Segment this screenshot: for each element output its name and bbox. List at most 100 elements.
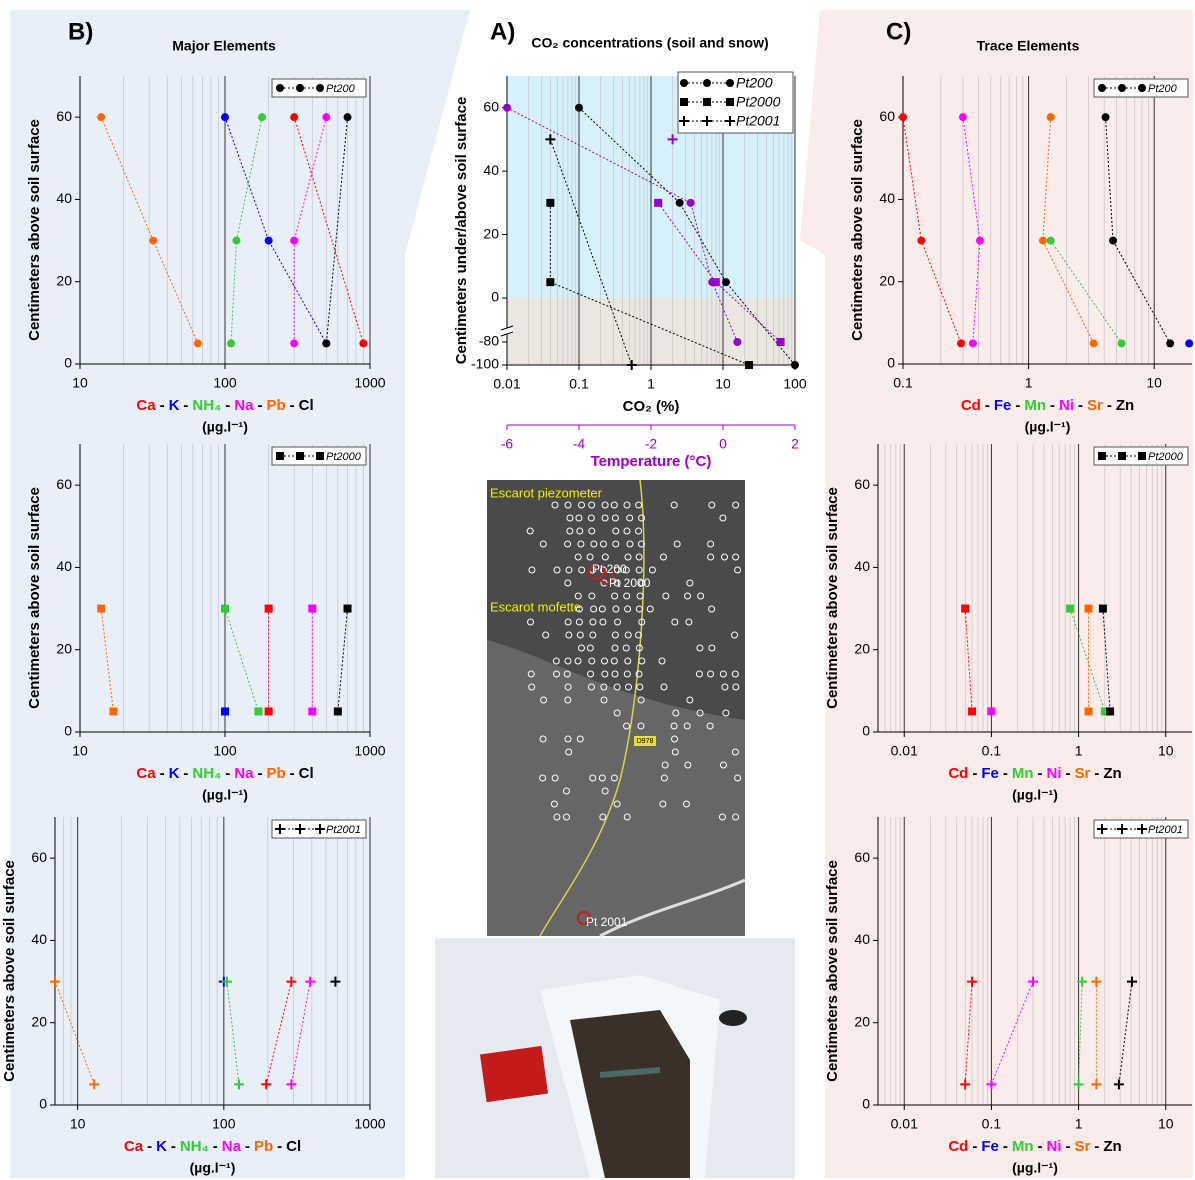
element-name: Sr: [1075, 1138, 1091, 1155]
map-sample-point: [611, 592, 619, 600]
map-sample-point: [599, 813, 607, 821]
red-bag: [479, 1045, 549, 1103]
map-sample-point: [539, 540, 547, 548]
map-sample-point: [601, 514, 609, 522]
series-line: [1118, 981, 1133, 1085]
element-name: Zn: [1116, 397, 1134, 414]
map-sample-point: [734, 566, 742, 574]
map-sample-point: [528, 683, 536, 691]
map-sample-point: [623, 527, 631, 535]
map-site: [600, 571, 614, 585]
map-sample-point: [578, 566, 586, 574]
map-sample-point: [686, 696, 694, 704]
data-point: [343, 113, 352, 122]
x-tick-label: 1: [1075, 743, 1083, 759]
label-separator: -: [183, 397, 188, 414]
data-point: [264, 604, 273, 613]
map-sample-point: [635, 605, 643, 613]
map-sample-point: [708, 501, 716, 509]
data-point: [1117, 339, 1126, 348]
map-sample-point: [577, 644, 585, 652]
legend-label: Pt200: [326, 83, 356, 95]
y-tick-label: 40: [56, 190, 72, 206]
map-sample-point: [708, 644, 716, 652]
map-sample-point: [706, 722, 714, 730]
map-sample-point: [707, 540, 715, 548]
x-tick-label: 10: [1158, 743, 1174, 759]
label-separator: -: [1078, 397, 1083, 414]
map-sample-point: [587, 670, 595, 678]
x-tick-label: 1: [1075, 1116, 1083, 1132]
legend-label: Pt200: [1148, 83, 1178, 95]
data-point: [232, 236, 241, 245]
data-point: [575, 103, 583, 112]
map-sample-point: [588, 501, 596, 509]
series-line: [1105, 117, 1171, 344]
map-sample-point: [598, 774, 606, 782]
map-sample-point: [565, 631, 573, 639]
legend-marker: [1138, 84, 1146, 92]
data-point: [97, 604, 106, 613]
map-sample-point: [624, 631, 632, 639]
element-name: NH₄: [180, 1138, 209, 1155]
map-sample-point: [635, 553, 643, 561]
map-sample-point: [662, 592, 670, 600]
series-line: [990, 981, 1034, 1085]
map-sample-point: [696, 709, 704, 717]
map-sample-point: [551, 501, 559, 509]
map-sample-point: [623, 722, 631, 730]
label-separator: -: [171, 1138, 176, 1155]
x-tick-label: 10: [1158, 1116, 1174, 1132]
element-name: Ca: [136, 765, 156, 782]
map-sample-point: [732, 813, 740, 821]
element-name: K: [169, 765, 180, 782]
data-point: [1066, 604, 1075, 613]
data-point: [1166, 339, 1175, 348]
map-sample-point: [638, 514, 646, 522]
map-sample-point: [732, 501, 740, 509]
label-separator: -: [225, 765, 230, 782]
map-sample-point: [636, 683, 644, 691]
x-axis-label: Ca - K - NH₄ - Na - Pb - Cl: [136, 397, 313, 414]
data-point: [193, 339, 202, 348]
legend-marker: [680, 98, 688, 106]
map-sample-point: [623, 592, 631, 600]
element-name: Ni: [1047, 1138, 1062, 1155]
map-sample-point: [564, 657, 572, 665]
map-sample-point: [612, 540, 620, 548]
data-point: [1101, 113, 1110, 122]
map-sample-point: [588, 527, 596, 535]
map-sample-point: [574, 592, 582, 600]
data-point: [961, 604, 970, 613]
series-line: [325, 117, 349, 344]
map-sample-point: [599, 618, 607, 626]
map-sample-point: [721, 683, 729, 691]
element-name: Mn: [1012, 765, 1034, 782]
map-sample-point: [719, 670, 727, 678]
legend-label: Pt2000: [736, 94, 781, 110]
snow-pit: [570, 1010, 690, 1178]
map-sample-point: [575, 514, 583, 522]
map-sample-point: [564, 579, 572, 587]
y-axis-label: Centimeters above soil surface: [26, 119, 43, 341]
legend-marker: [726, 79, 734, 87]
map-sample-point: [599, 540, 607, 548]
x-tick-label: 10: [715, 376, 731, 392]
label-separator: -: [985, 397, 990, 414]
data-point: [745, 361, 754, 369]
map-sample-point: [659, 800, 667, 808]
label-separator: -: [213, 1138, 218, 1155]
data-point: [967, 976, 978, 987]
map-sample-point: [624, 553, 632, 561]
map-sample-point: [732, 553, 740, 561]
map-sample-point: [601, 501, 609, 509]
x-tick-label: 0.1: [982, 743, 1002, 759]
map-sample-point: [670, 501, 678, 509]
map-sample-point: [623, 813, 631, 821]
y-tick-label: 40: [31, 931, 47, 947]
map-sample-point: [624, 605, 632, 613]
map-sample-point: [542, 631, 550, 639]
map-sample-point: [670, 722, 678, 730]
data-point: [733, 338, 742, 346]
